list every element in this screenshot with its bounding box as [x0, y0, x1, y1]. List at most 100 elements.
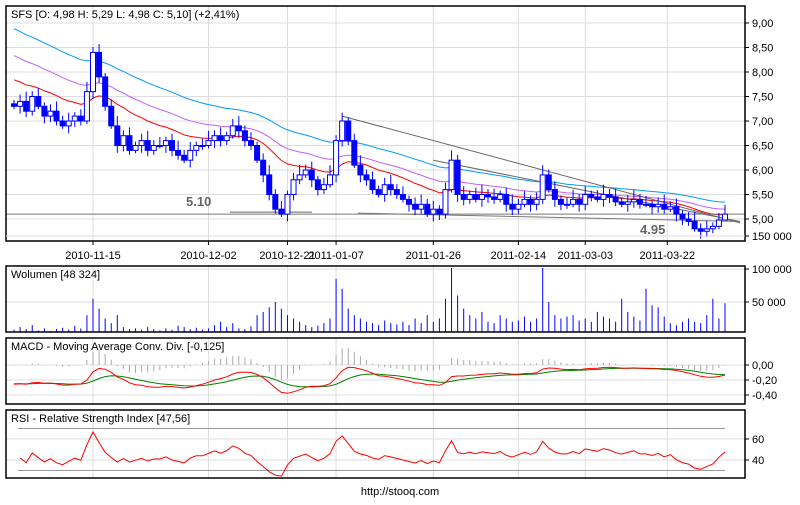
- panel-border: [5, 5, 746, 242]
- candle-down: [472, 194, 479, 200]
- rsi-tick-label: 60: [752, 434, 764, 446]
- price-panel: 9,00 8,50 8,00 7,50 7,00 6,50 6,00 5,50 5,00 2010…: [5, 5, 773, 262]
- candle-down: [393, 189, 400, 196]
- candle-down: [248, 140, 254, 147]
- candle-down: [108, 105, 115, 127]
- candle-down: [23, 100, 30, 112]
- date-tick-label: 2011-03-22: [640, 250, 695, 262]
- candle-down: [412, 203, 419, 210]
- rsi-line: [19, 430, 726, 477]
- candle-down: [241, 130, 248, 142]
- panel-border: [5, 409, 746, 479]
- candle-up: [29, 96, 36, 112]
- candle-up: [442, 189, 449, 215]
- candle-up: [624, 201, 631, 205]
- candle-down: [545, 174, 552, 191]
- candle-down: [144, 140, 151, 151]
- panel-border: [5, 265, 746, 333]
- candle-down: [387, 184, 394, 191]
- candle-down: [11, 103, 17, 107]
- price-title: SFS [O: 4,98 H: 5,29 L: 4,98 C: 5,10] (+…: [11, 9, 239, 21]
- macd-tick-label: -0,20: [752, 375, 777, 387]
- footer-link[interactable]: http://stooq.com: [361, 486, 439, 498]
- volume-title: Wolumen [48 324]: [11, 269, 100, 281]
- candle-up: [466, 194, 473, 200]
- candle-up: [582, 194, 589, 205]
- price-tick-label: 8,50: [752, 43, 773, 55]
- candle-up: [709, 225, 716, 230]
- volume-tick-label: 150 000: [752, 231, 792, 243]
- candle-down: [345, 120, 352, 142]
- candle-up: [71, 115, 78, 122]
- candle-down: [576, 198, 583, 205]
- candle-down: [272, 194, 279, 210]
- candle-down: [436, 208, 443, 215]
- price-tick-label: 9,00: [752, 18, 773, 30]
- date-tick-label: 2011-01-07: [308, 250, 363, 262]
- date-tick-label: 2011-03-03: [558, 250, 613, 262]
- candle-up: [90, 51, 96, 93]
- volume-tick-label: 50 000: [752, 297, 786, 309]
- candle-up: [156, 145, 163, 147]
- trend-line: [433, 159, 741, 222]
- candle-down: [181, 154, 188, 161]
- candle-down: [406, 198, 412, 205]
- candle-down: [375, 189, 382, 196]
- candle-up: [497, 194, 504, 200]
- candle-up: [320, 184, 327, 191]
- candle-down: [175, 149, 182, 156]
- candle-up: [430, 208, 437, 215]
- candle-up: [290, 179, 297, 196]
- date-tick-label: 2010-12-02: [180, 250, 236, 262]
- candle-up: [333, 140, 340, 176]
- candle-down: [691, 220, 698, 230]
- candle-up: [703, 228, 710, 232]
- candle-up: [667, 206, 674, 210]
- price-tick-label: 6,00: [752, 165, 773, 177]
- candle-down: [503, 194, 510, 205]
- panel-border: [5, 337, 746, 405]
- candle-down: [636, 198, 643, 205]
- candle-down: [679, 213, 686, 220]
- candle-up: [120, 135, 127, 146]
- candle-up: [65, 120, 72, 127]
- trend-line: [342, 115, 741, 224]
- candle-up: [533, 198, 540, 205]
- candle-down: [491, 196, 498, 200]
- price-tick-label: 7,50: [752, 92, 773, 104]
- date-tick-label: 2010-11-15: [65, 250, 120, 262]
- macd-tick-label: 0,00: [752, 360, 773, 372]
- candle-down: [618, 201, 625, 205]
- macd-panel: 0,00 -0,20 -0,40: [5, 337, 777, 405]
- date-tick-label: 2011-01-26: [406, 250, 461, 262]
- candle-down: [527, 198, 534, 205]
- macd-line: [13, 366, 726, 394]
- candle-up: [302, 169, 309, 176]
- candle-up: [478, 194, 485, 200]
- candle-up: [630, 198, 637, 203]
- candle-down: [594, 196, 601, 200]
- candle-down: [424, 203, 431, 215]
- candle-up: [162, 140, 169, 147]
- volume-tick-label: 100 000: [752, 264, 792, 276]
- candle-down: [35, 96, 42, 107]
- candle-up: [284, 194, 291, 215]
- candle-down: [673, 206, 680, 215]
- candle-up: [205, 140, 212, 147]
- candle-down: [612, 196, 619, 203]
- candle-up: [327, 174, 333, 186]
- candle-down: [169, 140, 175, 151]
- candle-down: [278, 208, 285, 215]
- candle-down: [363, 174, 370, 181]
- rsi-tick-label: 40: [752, 455, 764, 467]
- candle-down: [41, 105, 48, 117]
- candle-down: [254, 145, 261, 161]
- candle-down: [606, 194, 613, 198]
- candle-up: [381, 184, 388, 195]
- candle-down: [308, 169, 315, 181]
- candle-up: [132, 145, 139, 151]
- candle-up: [187, 149, 194, 161]
- candle-up: [521, 198, 528, 205]
- candle-down: [314, 179, 321, 191]
